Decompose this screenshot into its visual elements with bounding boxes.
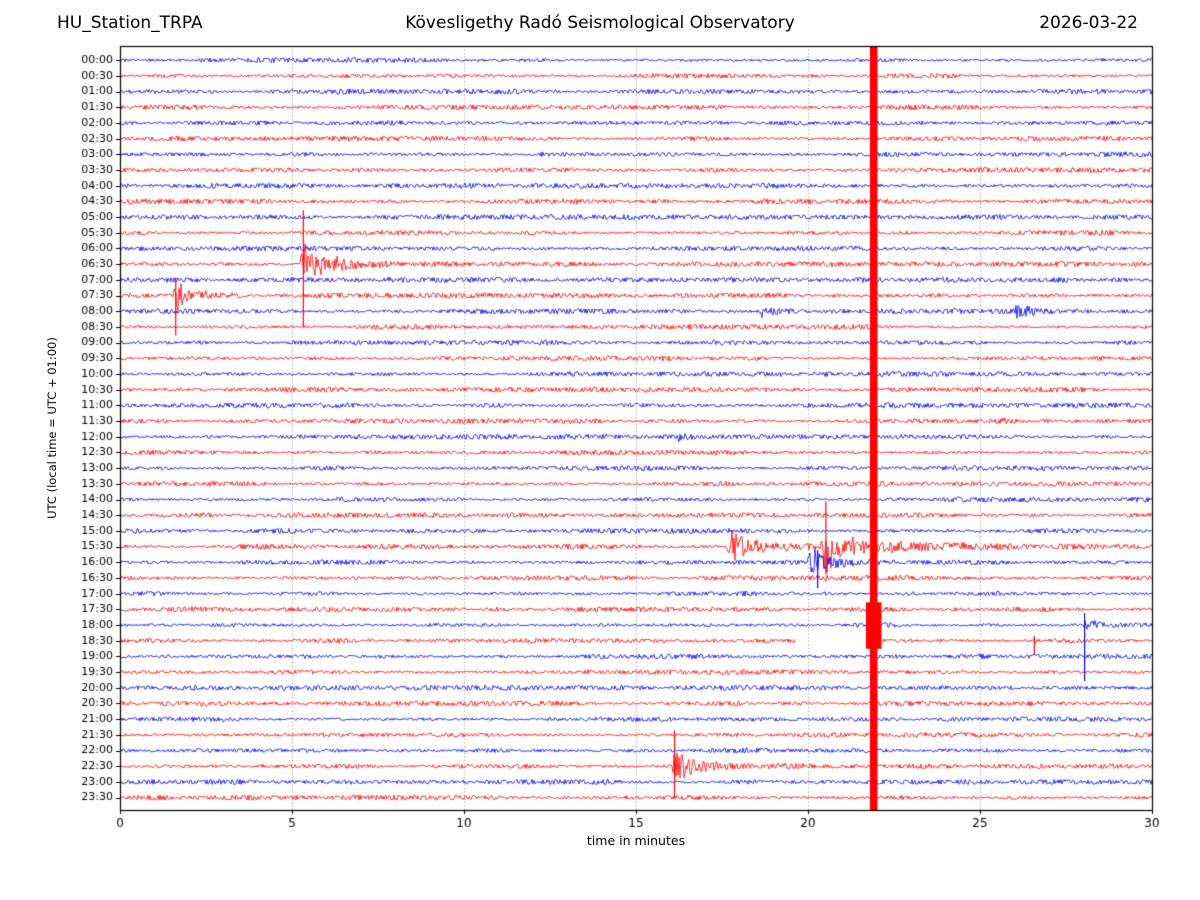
station-label: HU_Station_TRPA: [57, 13, 203, 33]
x-axis-label: time in minutes: [586, 833, 686, 848]
y-axis-label: UTC (local time = UTC + 01:00): [45, 337, 59, 519]
date-label: 2026-03-22: [1039, 13, 1138, 33]
observatory-title: Kövesligethy Radó Seismological Observat…: [405, 13, 795, 33]
